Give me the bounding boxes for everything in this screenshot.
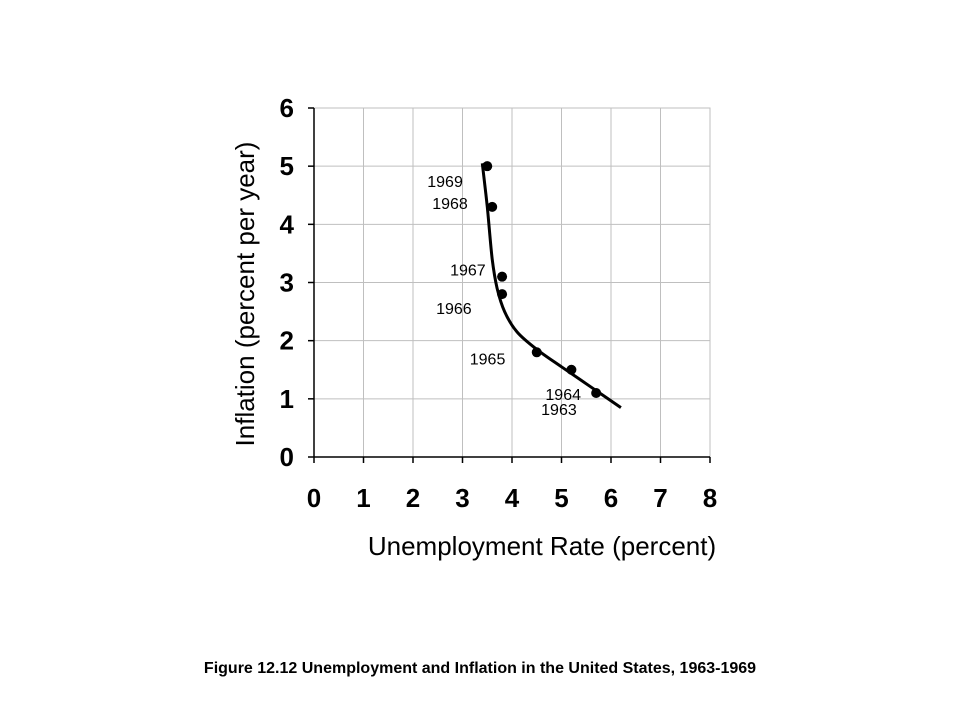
x-tick-label: 7 — [653, 483, 667, 513]
point-label-1963: 1963 — [541, 402, 577, 419]
x-tick-label: 8 — [703, 483, 717, 513]
data-point-1968 — [487, 201, 498, 212]
data-point-1966 — [497, 289, 508, 300]
grid — [314, 108, 710, 457]
x-tick-label: 2 — [406, 483, 420, 513]
x-tick-label: 4 — [505, 483, 520, 513]
point-label-1966: 1966 — [436, 301, 472, 318]
x-tick-label: 1 — [356, 483, 370, 513]
x-tick-label: 6 — [604, 483, 618, 513]
y-tick-label: 2 — [280, 326, 294, 356]
point-label-1968: 1968 — [432, 196, 468, 213]
y-tick-label: 6 — [280, 93, 294, 123]
data-point-1964 — [566, 364, 577, 375]
figure-caption: Figure 12.12 Unemployment and Inflation … — [203, 660, 757, 677]
point-label-1964: 1964 — [545, 387, 581, 404]
data-point-1963 — [591, 388, 602, 399]
x-tick-label: 0 — [307, 483, 321, 513]
data-point-1965 — [531, 347, 542, 358]
point-label-1965: 1965 — [470, 351, 506, 368]
tick-labels: 0 1 2 3 4 5 6 7 8 0 1 2 3 4 5 6 — [280, 93, 718, 513]
x-tick-label: 3 — [455, 483, 469, 513]
data-point-1969 — [482, 161, 493, 172]
y-tick-label: 0 — [280, 442, 294, 472]
data-point-1967 — [497, 271, 508, 282]
y-axis-title: Inflation (percent per year) — [230, 142, 260, 447]
x-tick-label: 5 — [554, 483, 568, 513]
y-tick-label: 4 — [280, 209, 295, 239]
y-tick-label: 1 — [280, 384, 294, 414]
trend-curve — [480, 163, 622, 409]
y-tick-label: 3 — [280, 268, 294, 298]
point-label-1967: 1967 — [450, 263, 486, 280]
phillips-curve-line — [480, 163, 622, 409]
axes — [308, 107, 711, 463]
point-label-1969: 1969 — [427, 174, 463, 191]
y-tick-label: 5 — [280, 151, 294, 181]
x-axis-title: Unemployment Rate (percent) — [368, 531, 716, 561]
